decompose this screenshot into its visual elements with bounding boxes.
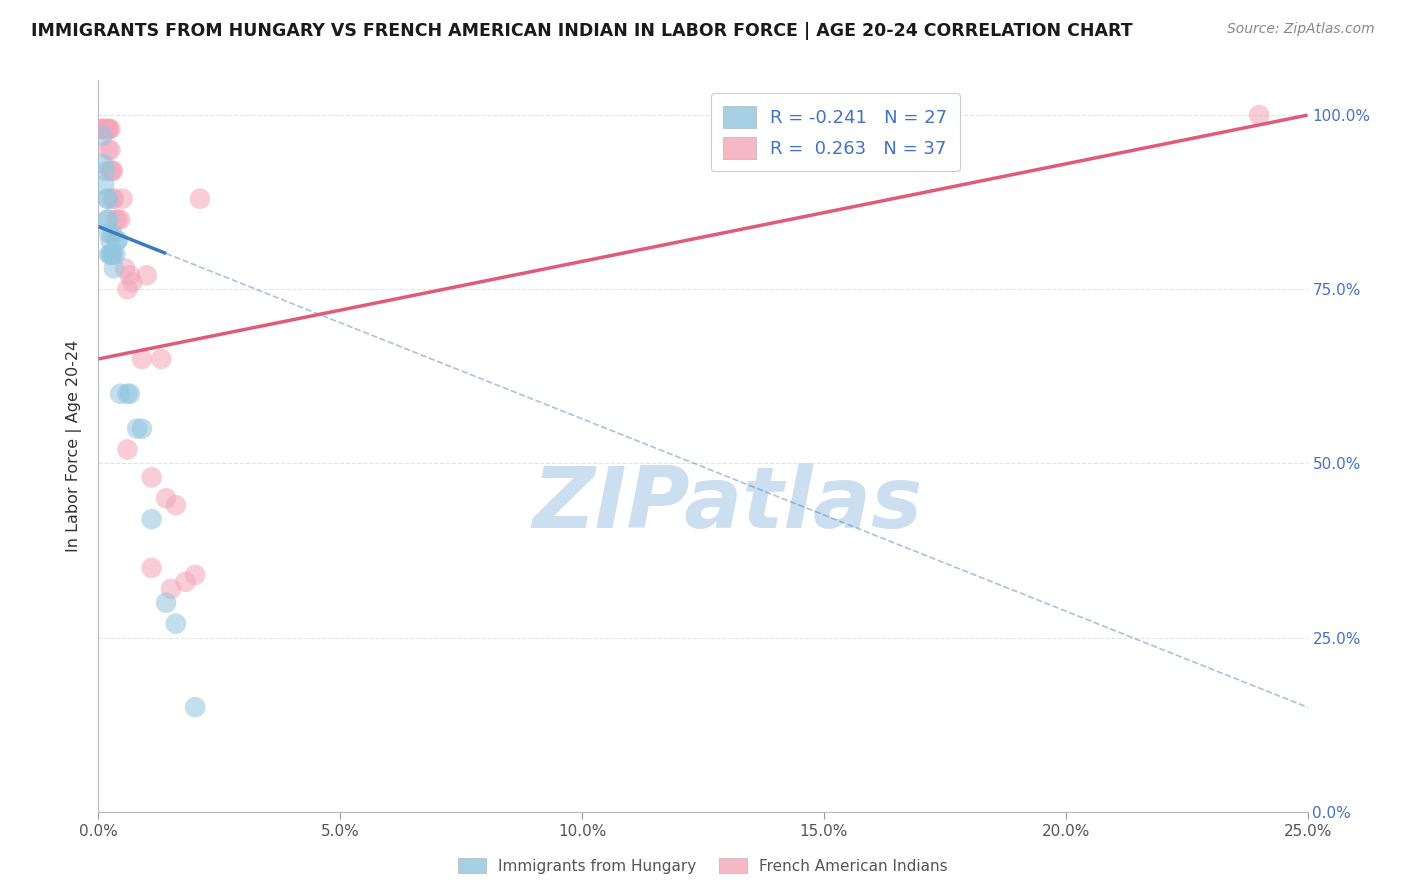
Legend: Immigrants from Hungary, French American Indians: Immigrants from Hungary, French American… (453, 852, 953, 880)
Point (90, 122, 112, 136)
Point (101, 164, 124, 178)
Point (101, 227, 124, 241)
Point (1249, 108, 1271, 122)
Point (160, 582, 183, 596)
Point (96, 192, 118, 206)
Point (91, 128, 114, 143)
Point (97, 143, 120, 157)
Point (131, 421, 153, 435)
Point (121, 275, 143, 289)
Point (108, 212, 131, 227)
Point (101, 192, 124, 206)
Point (184, 567, 207, 582)
Point (107, 212, 129, 227)
Point (150, 351, 173, 366)
Point (101, 247, 124, 261)
Point (96, 122, 118, 136)
Point (141, 512, 163, 526)
Point (97, 192, 120, 206)
Point (131, 351, 153, 366)
Point (107, 234, 129, 248)
Point (98, 122, 121, 136)
Point (165, 498, 187, 512)
Point (101, 164, 124, 178)
Point (93, 122, 115, 136)
Point (135, 268, 157, 283)
Point (118, 268, 141, 283)
Point (188, 192, 211, 206)
Point (108, 386, 131, 401)
Point (98, 247, 121, 261)
Point (91, 122, 114, 136)
Point (155, 596, 177, 610)
Point (104, 247, 127, 261)
Point (94, 122, 117, 136)
Point (174, 574, 197, 589)
Point (97, 122, 120, 136)
Point (103, 192, 125, 206)
Text: Source: ZipAtlas.com: Source: ZipAtlas.com (1227, 22, 1375, 37)
Text: ZIPatlas: ZIPatlas (531, 463, 922, 546)
Point (91, 122, 114, 136)
Point (111, 192, 134, 206)
Point (100, 122, 122, 136)
Point (103, 261, 125, 276)
Point (101, 247, 124, 261)
Point (117, 442, 139, 457)
Point (100, 247, 122, 261)
Point (100, 234, 122, 248)
Point (118, 386, 141, 401)
Point (165, 616, 187, 631)
Point (117, 386, 139, 401)
Point (141, 470, 163, 484)
Point (141, 561, 163, 575)
Point (155, 491, 177, 506)
Point (100, 143, 122, 157)
Point (93, 178, 115, 192)
Point (105, 234, 128, 248)
Legend: R = -0.241   N = 27, R =  0.263   N = 37: R = -0.241 N = 27, R = 0.263 N = 37 (710, 93, 960, 171)
Point (98, 227, 121, 241)
Point (94, 164, 117, 178)
Point (96, 212, 118, 227)
Point (127, 421, 149, 435)
Point (184, 700, 207, 714)
Text: IMMIGRANTS FROM HUNGARY VS FRENCH AMERICAN INDIAN IN LABOR FORCE | AGE 20-24 COR: IMMIGRANTS FROM HUNGARY VS FRENCH AMERIC… (31, 22, 1133, 40)
Point (91, 157, 114, 171)
Point (104, 212, 127, 227)
Point (114, 261, 136, 276)
Point (100, 164, 122, 178)
Point (97, 212, 120, 227)
Y-axis label: In Labor Force | Age 20-24: In Labor Force | Age 20-24 (66, 340, 83, 552)
Point (117, 282, 139, 296)
